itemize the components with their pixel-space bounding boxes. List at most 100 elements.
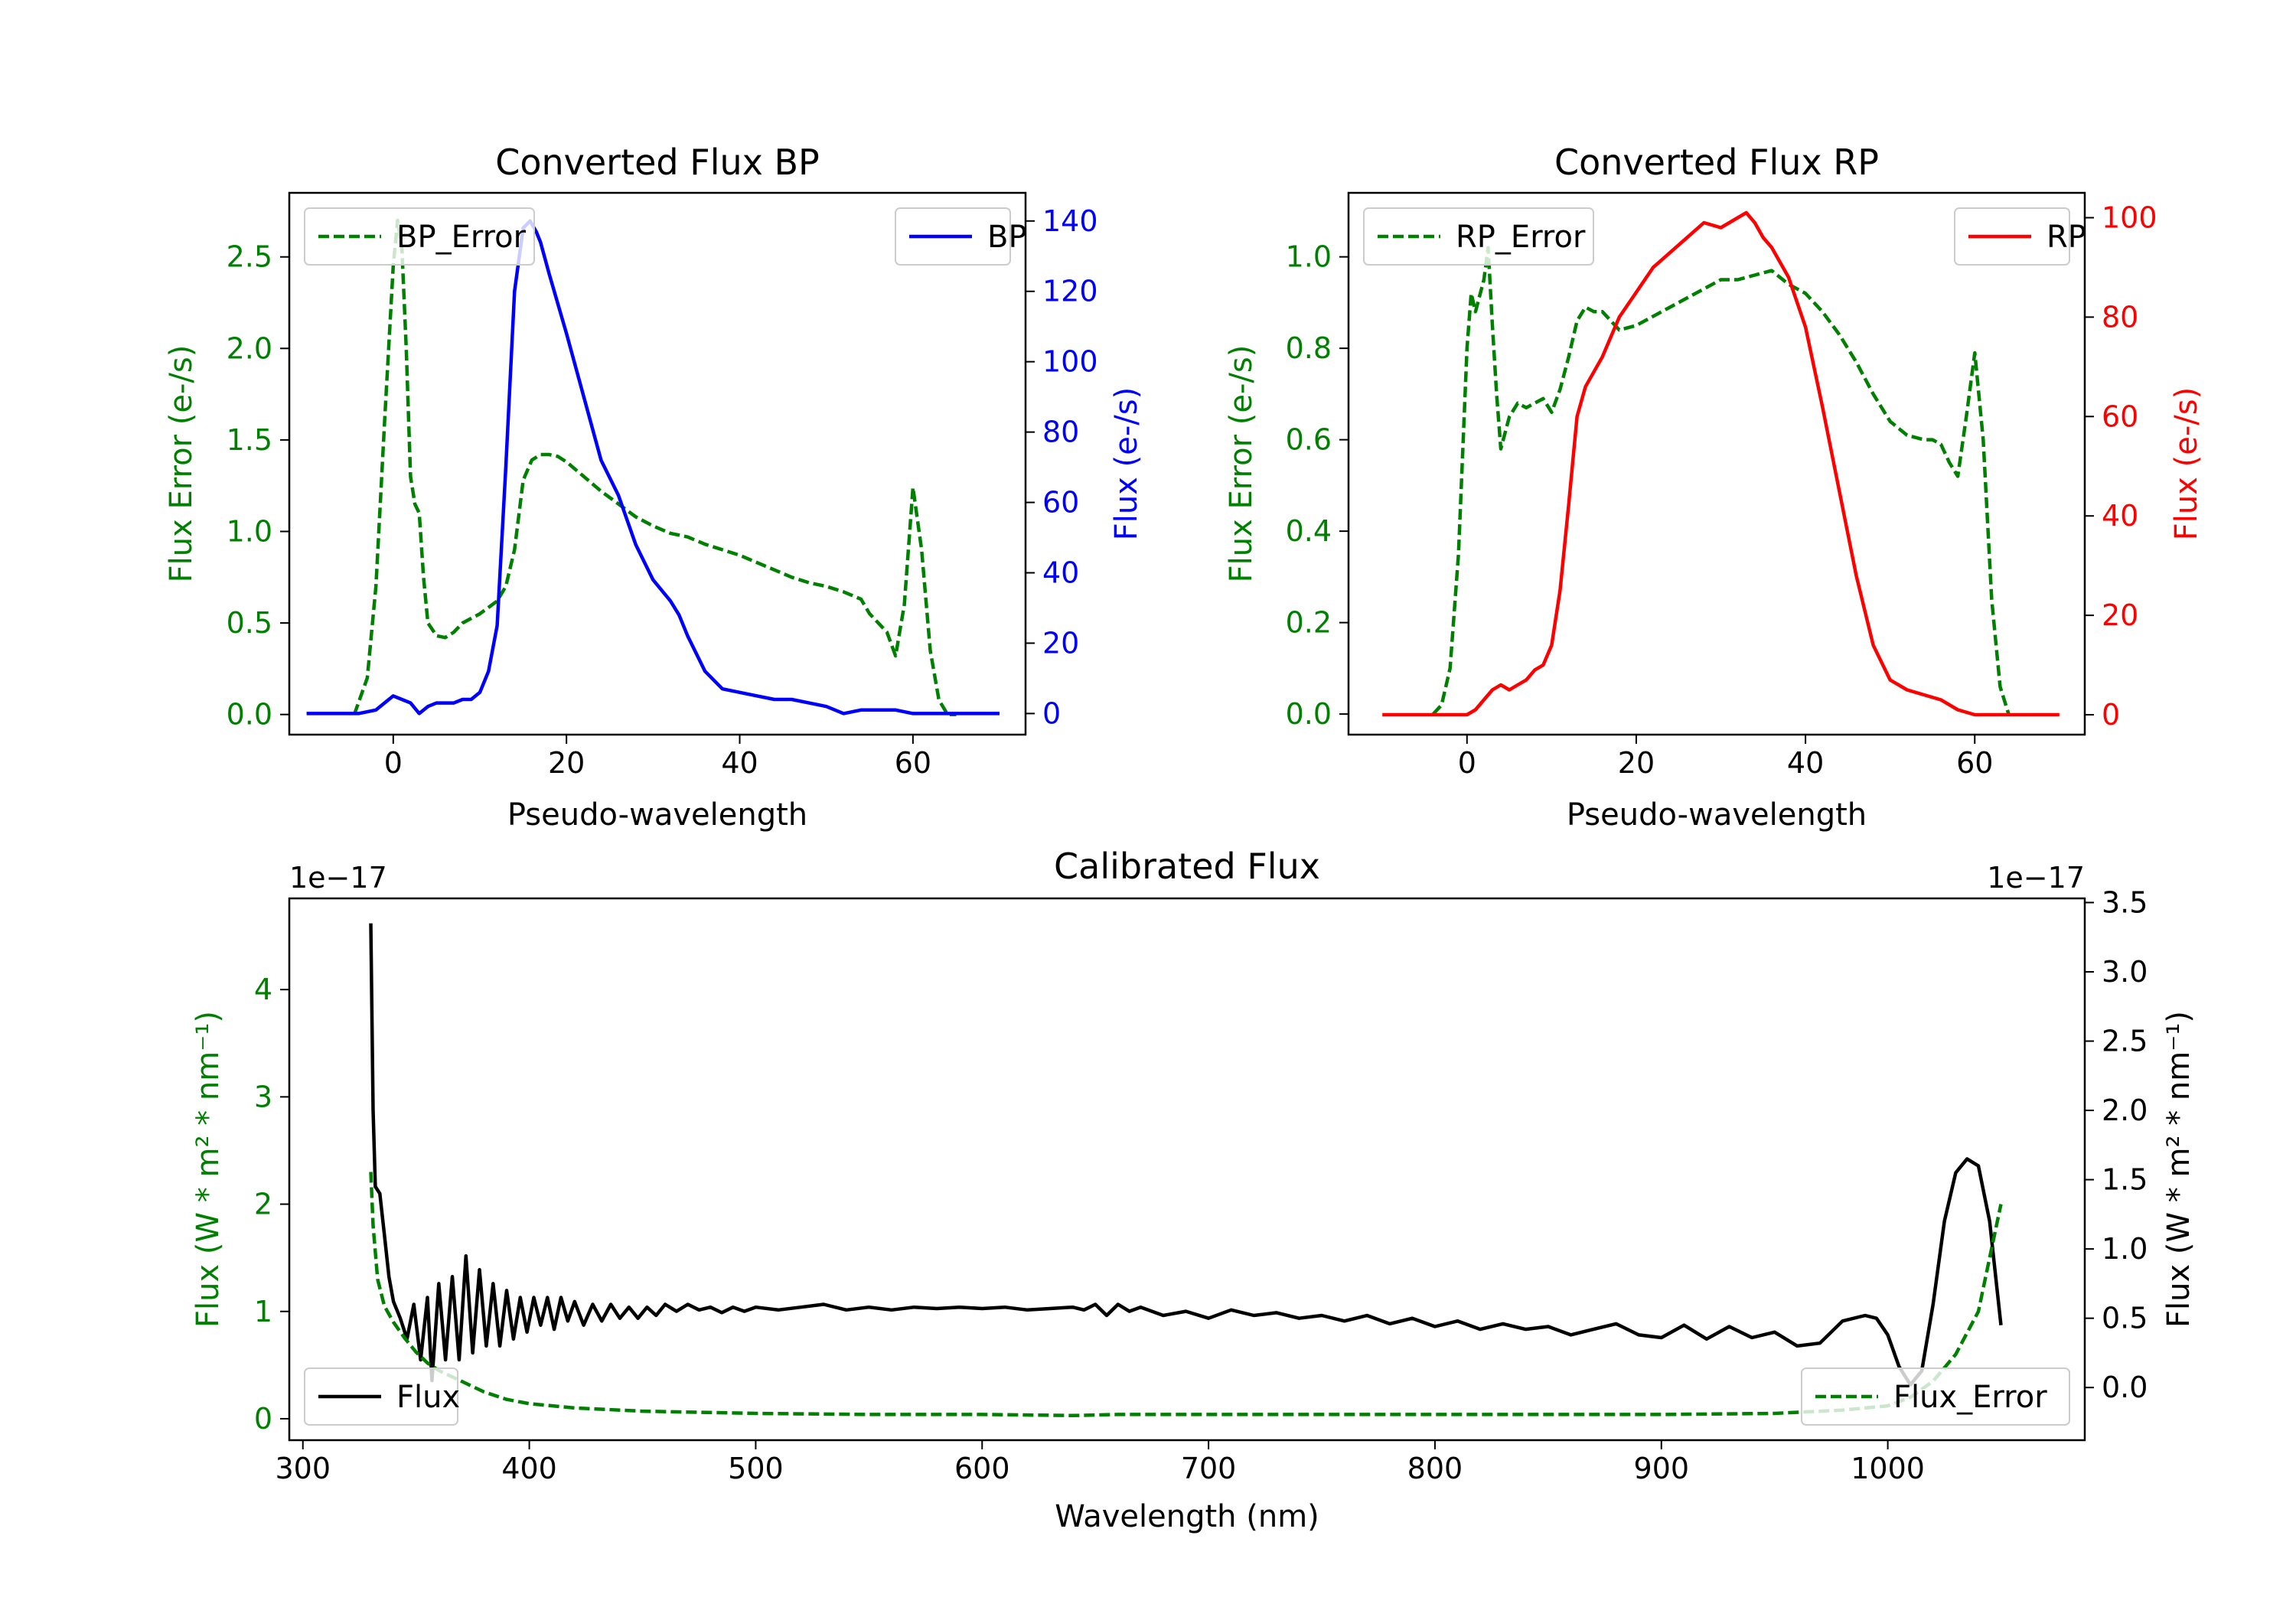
bp-series-group <box>306 218 1000 716</box>
bp-panel: Converted Flux BP 0 20 40 60 0.0 0.5 1.0 1.5 2.0 2… <box>164 142 1144 833</box>
bp-ytick-right-label: 80 <box>1042 416 1079 449</box>
rp-legend-left: RP_Error <box>1363 207 1594 266</box>
bp-ytick-right-label: 100 <box>1042 345 1098 379</box>
rp-legend-label: RP <box>2047 220 2086 255</box>
calibrated-ytick-left-label: 0 <box>254 1402 272 1436</box>
bp-ytick-left-label: 1.5 <box>227 423 272 457</box>
rp-legend-label: RP_Error <box>1456 220 1586 255</box>
calibrated-title: Calibrated Flux <box>1054 846 1320 887</box>
rp-ytick-left-label: 0.0 <box>1286 697 1332 731</box>
calibrated-ytick-right-label: 2.0 <box>2102 1094 2148 1127</box>
bp-xtick-label: 60 <box>895 746 931 780</box>
calibrated-xlabel: Wavelength (nm) <box>1055 1499 1319 1534</box>
rp-series-rp <box>1382 210 2060 717</box>
bp-ytick-right-label: 120 <box>1042 275 1098 308</box>
bp-legend-box <box>304 207 535 266</box>
calibrated-ytick-left-label: 2 <box>254 1188 272 1221</box>
rp-ytick-right-label: 80 <box>2102 300 2138 334</box>
calibrated-ytick-right-label: 2.5 <box>2102 1025 2148 1058</box>
rp-series-rp-error <box>1431 246 2011 715</box>
calibrated-panel: Calibrated Flux 300 400 500 600 700 800 900 1000… <box>191 846 2197 1534</box>
rp-legend-box <box>1363 207 1594 266</box>
rp-xtick-label: 40 <box>1787 746 1824 780</box>
calibrated-series-group <box>369 923 2003 1418</box>
bp-ytick-left-label: 1.0 <box>227 515 272 549</box>
calibrated-legend-left: Flux <box>304 1367 460 1426</box>
rp-ytick-right-label: 0 <box>2102 698 2120 732</box>
calibrated-ytick-right-label: 3.5 <box>2102 885 2148 919</box>
rp-ylabel-right: Flux (e-/s) <box>2169 387 2204 540</box>
calibrated-ytick-left-label: 1 <box>254 1295 272 1328</box>
bp-ytick-left-label: 2.5 <box>227 240 272 274</box>
bp-ylabel-left: Flux Error (e-/s) <box>164 345 199 583</box>
rp-axes-frame <box>1347 191 2086 736</box>
bp-legend-left: BP_Error <box>304 207 535 266</box>
calibrated-xtick-label: 400 <box>501 1452 557 1485</box>
calibrated-xtick-label: 300 <box>275 1452 331 1485</box>
rp-ytick-left-label: 0.8 <box>1286 331 1332 365</box>
bp-ylabel-right: Flux (e-/s) <box>1109 387 1144 540</box>
bp-series-bp <box>306 219 1000 715</box>
bp-legend-label: BP <box>987 220 1027 255</box>
rp-xtick-label: 20 <box>1618 746 1655 780</box>
rp-ytick-left-label: 0.6 <box>1286 423 1332 457</box>
calibrated-xtick-label: 600 <box>954 1452 1010 1485</box>
rp-series-group <box>1382 210 2060 717</box>
rp-legend-right: RP <box>1954 207 2086 266</box>
calibrated-ytick-right-label: 1.5 <box>2102 1163 2148 1197</box>
rp-ytick-right-label: 100 <box>2102 200 2157 234</box>
calibrated-series-flux-error <box>369 1172 2003 1418</box>
bp-ytick-right-label: 20 <box>1042 626 1079 660</box>
rp-xtick-label: 60 <box>1956 746 1993 780</box>
rp-ytick-left-label: 1.0 <box>1286 240 1332 274</box>
calibrated-offset-right: 1e−17 <box>1987 861 2085 895</box>
calibrated-xtick-label: 700 <box>1181 1452 1237 1485</box>
calibrated-xtick-label: 900 <box>1634 1452 1690 1485</box>
calibrated-ytick-right-label: 0.5 <box>2102 1302 2148 1335</box>
calibrated-series-flux <box>369 923 2003 1387</box>
rp-ytick-right-label: 20 <box>2102 598 2138 632</box>
bp-ytick-left-label: 0.0 <box>227 698 272 732</box>
bp-title: Converted Flux BP <box>495 142 820 183</box>
calibrated-ylabel-left: Flux (W * m² * nm⁻¹) <box>191 1011 226 1328</box>
bp-xtick-label: 40 <box>721 746 758 780</box>
bp-ytick-right-label: 40 <box>1042 556 1079 590</box>
rp-title: Converted Flux RP <box>1554 142 1879 183</box>
calibrated-xtick-label: 1000 <box>1851 1452 1925 1485</box>
calibrated-ytick-right-label: 0.0 <box>2102 1371 2148 1404</box>
bp-xtick-label: 0 <box>384 746 403 780</box>
rp-ylabel-left: Flux Error (e-/s) <box>1224 345 1259 583</box>
bp-ytick-left-label: 2.0 <box>227 331 272 365</box>
bp-ytick-right-label: 60 <box>1042 486 1079 520</box>
rp-ytick-left-label: 0.2 <box>1286 606 1332 640</box>
rp-ytick-right-label: 40 <box>2102 499 2138 533</box>
calibrated-xtick-label: 800 <box>1407 1452 1463 1485</box>
bp-ytick-left-label: 0.5 <box>227 606 272 640</box>
rp-ytick-left-label: 0.4 <box>1286 514 1332 548</box>
rp-panel: Converted Flux RP 0 20 40 60 0.0 0.2 0.4 0.6 0.8 1… <box>1224 142 2204 833</box>
calibrated-ytick-left-label: 3 <box>254 1080 272 1113</box>
calibrated-ylabel-right: Flux (W * m² * nm⁻¹) <box>2161 1011 2197 1328</box>
bp-xtick-label: 20 <box>548 746 585 780</box>
calibrated-legend-box <box>1801 1367 2070 1426</box>
bp-xlabel: Pseudo-wavelength <box>507 797 807 833</box>
calibrated-axes-frame <box>288 897 2086 1442</box>
rp-xlabel: Pseudo-wavelength <box>1567 797 1867 833</box>
calibrated-ytick-left-label: 4 <box>254 973 272 1006</box>
rp-xtick-label: 0 <box>1458 746 1476 780</box>
calibrated-legend-label: Flux <box>396 1380 460 1415</box>
calibrated-legend-label: Flux_Error <box>1893 1380 2047 1415</box>
rp-ytick-right-label: 60 <box>2102 399 2138 433</box>
calibrated-ytick-right-label: 1.0 <box>2102 1232 2148 1266</box>
calibrated-xtick-label: 500 <box>728 1452 784 1485</box>
bp-legend-right: BP <box>895 207 1027 266</box>
calibrated-legend-right: Flux_Error <box>1801 1367 2070 1426</box>
bp-legend-label: BP_Error <box>396 220 527 255</box>
calibrated-ytick-right-label: 3.0 <box>2102 955 2148 989</box>
bp-series-bp-error <box>352 218 957 716</box>
calibrated-offset-left: 1e−17 <box>289 861 387 895</box>
bp-ytick-right-label: 0 <box>1042 696 1061 730</box>
bp-axes-frame <box>288 191 1027 736</box>
